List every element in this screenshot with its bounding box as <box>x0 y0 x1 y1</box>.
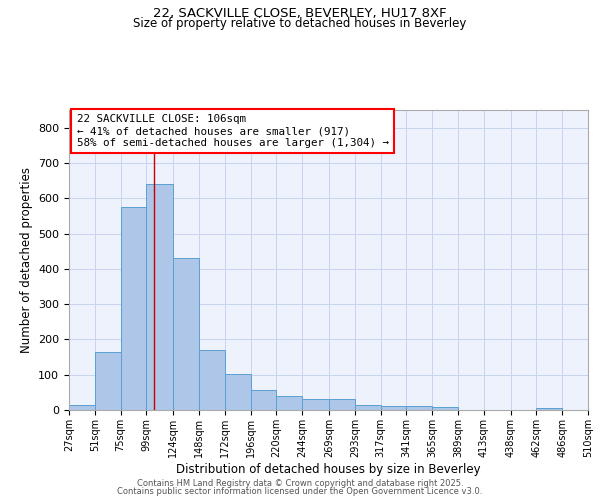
Bar <box>95 352 121 410</box>
Text: Size of property relative to detached houses in Beverley: Size of property relative to detached ho… <box>133 18 467 30</box>
Bar <box>225 374 251 410</box>
Bar <box>199 350 225 410</box>
Bar <box>121 207 146 410</box>
Bar <box>302 400 329 410</box>
Bar <box>173 258 199 410</box>
Text: Contains HM Land Registry data © Crown copyright and database right 2025.: Contains HM Land Registry data © Crown c… <box>137 478 463 488</box>
Bar <box>329 400 355 410</box>
Bar <box>251 390 277 410</box>
Bar <box>277 396 302 410</box>
Text: 22 SACKVILLE CLOSE: 106sqm
← 41% of detached houses are smaller (917)
58% of sem: 22 SACKVILLE CLOSE: 106sqm ← 41% of deta… <box>77 114 389 148</box>
Y-axis label: Number of detached properties: Number of detached properties <box>20 167 32 353</box>
Bar <box>406 406 432 410</box>
X-axis label: Distribution of detached houses by size in Beverley: Distribution of detached houses by size … <box>176 462 481 475</box>
Bar <box>380 406 406 410</box>
Bar <box>355 404 380 410</box>
Text: Contains public sector information licensed under the Open Government Licence v3: Contains public sector information licen… <box>118 487 482 496</box>
Text: 22, SACKVILLE CLOSE, BEVERLEY, HU17 8XF: 22, SACKVILLE CLOSE, BEVERLEY, HU17 8XF <box>153 8 447 20</box>
Bar <box>69 404 95 410</box>
Bar <box>146 184 173 410</box>
Bar <box>432 407 458 410</box>
Bar <box>536 408 562 410</box>
